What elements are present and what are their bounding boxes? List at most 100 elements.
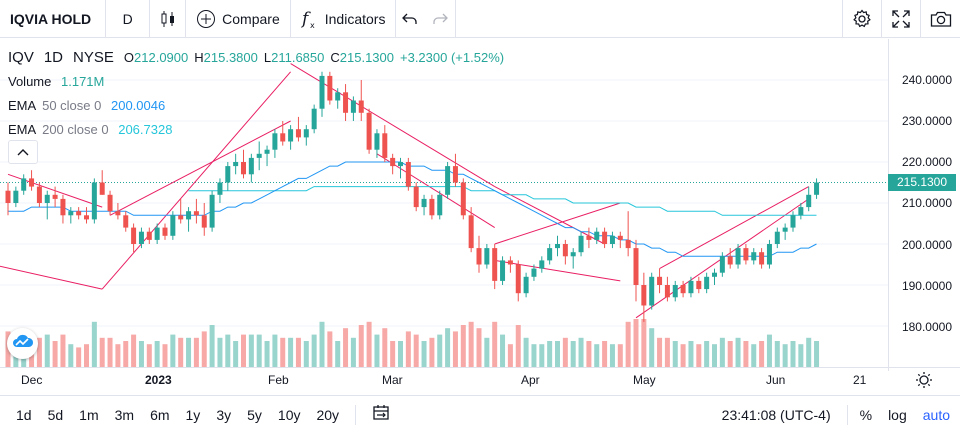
volume-bar — [343, 328, 349, 367]
ema200-label: EMA — [8, 122, 36, 137]
range-6m[interactable]: 6m — [150, 406, 170, 423]
volume-bar — [193, 337, 199, 367]
candle-body — [743, 248, 749, 261]
volume-bar — [445, 328, 451, 367]
tradingview-logo[interactable] — [7, 328, 38, 359]
candle-body — [170, 215, 176, 236]
candle-body — [382, 133, 388, 158]
candle-body — [586, 235, 592, 240]
axis-settings-button[interactable] — [915, 371, 933, 394]
candle-body — [515, 264, 521, 294]
candle-body — [570, 252, 576, 257]
time-tick: Apr — [521, 373, 540, 387]
candle-body — [445, 166, 451, 195]
volume-bar — [233, 341, 239, 367]
volume-bar — [515, 325, 521, 367]
candle-body — [798, 207, 804, 216]
chart-legend: IQV 1D NYSE O212.0900 H215.3800 L211.685… — [8, 46, 510, 142]
candle-body — [500, 260, 506, 281]
compare-label: Compare — [222, 10, 280, 27]
log-scale-toggle[interactable]: log — [888, 407, 907, 423]
percent-scale-toggle[interactable]: % — [859, 407, 873, 423]
legend-low: L211.6850 — [263, 50, 325, 65]
undo-button[interactable] — [396, 0, 424, 38]
candle-body — [555, 244, 560, 249]
volume-bar — [295, 337, 301, 367]
volume-bar — [492, 321, 498, 367]
range-3m[interactable]: 3m — [114, 406, 135, 423]
volume-bar — [602, 341, 608, 367]
chart-type-button[interactable] — [150, 0, 187, 38]
svg-text:f: f — [301, 9, 311, 29]
range-1y[interactable]: 1y — [185, 406, 201, 423]
candle-body — [327, 75, 333, 101]
volume-bar — [609, 344, 615, 367]
candle-body — [68, 211, 74, 216]
legend-ticker[interactable]: IQV — [8, 49, 34, 66]
legend-ema50-row[interactable]: EMA 50 close 0 200.0046 — [8, 94, 510, 118]
bottom-right-group: 23:41:08 (UTC-4) % log auto — [722, 396, 960, 434]
volume-bar — [405, 331, 411, 367]
auto-scale-toggle[interactable]: auto — [922, 407, 950, 423]
volume-bar — [468, 321, 474, 367]
volume-bar — [531, 344, 537, 367]
volume-bar — [209, 325, 215, 367]
snapshot-button[interactable] — [920, 0, 960, 38]
candle-body — [5, 190, 11, 203]
chart-pane[interactable] — [0, 39, 960, 394]
fullscreen-icon — [892, 10, 910, 28]
volume-bar — [476, 328, 482, 367]
volume-bar — [390, 341, 396, 367]
range-1d[interactable]: 1d — [16, 406, 32, 423]
candle-body — [437, 194, 443, 216]
candle-body — [154, 227, 160, 240]
volume-bar — [429, 337, 435, 367]
volume-bar — [280, 337, 286, 367]
candle-body — [547, 248, 553, 261]
range-10y[interactable]: 10y — [277, 406, 301, 423]
trend-line — [101, 71, 291, 290]
range-5d[interactable]: 5d — [47, 406, 64, 423]
volume-bar — [52, 341, 58, 367]
volume-bar — [146, 344, 152, 367]
volume-bar — [727, 341, 733, 367]
price-tick: 230.0000 — [901, 114, 952, 128]
legend-volume-row[interactable]: Volume 1.171M — [8, 70, 510, 94]
candle-body — [193, 211, 199, 216]
volume-bar — [138, 341, 144, 367]
volume-bar — [547, 341, 553, 367]
price-axis[interactable] — [888, 39, 960, 371]
ema50-line — [8, 161, 817, 257]
interval-button[interactable]: D — [106, 0, 151, 38]
volume-bar — [327, 331, 333, 367]
clock-time[interactable]: 23:41:08 (UTC-4) — [721, 407, 831, 423]
candle-body — [115, 211, 121, 216]
volume-bar — [649, 328, 655, 367]
candle-body — [476, 248, 482, 265]
goto-date-button[interactable] — [364, 403, 398, 426]
compare-button[interactable]: Compare — [186, 0, 291, 38]
legend-ema200-row[interactable]: EMA 200 close 0 206.7328 — [8, 118, 510, 142]
legend-collapse-button[interactable] — [8, 140, 38, 164]
range-5y[interactable]: 5y — [247, 406, 262, 423]
chart-canvas[interactable] — [0, 39, 960, 394]
range-1m[interactable]: 1m — [79, 406, 99, 423]
volume-bar — [814, 341, 820, 367]
range-20y[interactable]: 20y — [316, 406, 340, 423]
volume-bar — [712, 344, 717, 367]
candle-body — [617, 235, 623, 240]
candle-body — [248, 157, 254, 175]
symbol-search-button[interactable]: IQVIA HOLD — [0, 0, 107, 38]
candle-body — [578, 235, 584, 253]
candle-body — [704, 276, 710, 290]
candle-body — [766, 244, 772, 265]
redo-button[interactable] — [424, 0, 457, 38]
undo-icon — [402, 12, 418, 26]
candle-body — [468, 215, 474, 249]
candle-body — [492, 248, 498, 281]
range-3y[interactable]: 3y — [216, 406, 232, 423]
volume-bar — [264, 341, 270, 367]
fullscreen-button[interactable] — [881, 0, 920, 38]
settings-button[interactable] — [842, 0, 881, 38]
